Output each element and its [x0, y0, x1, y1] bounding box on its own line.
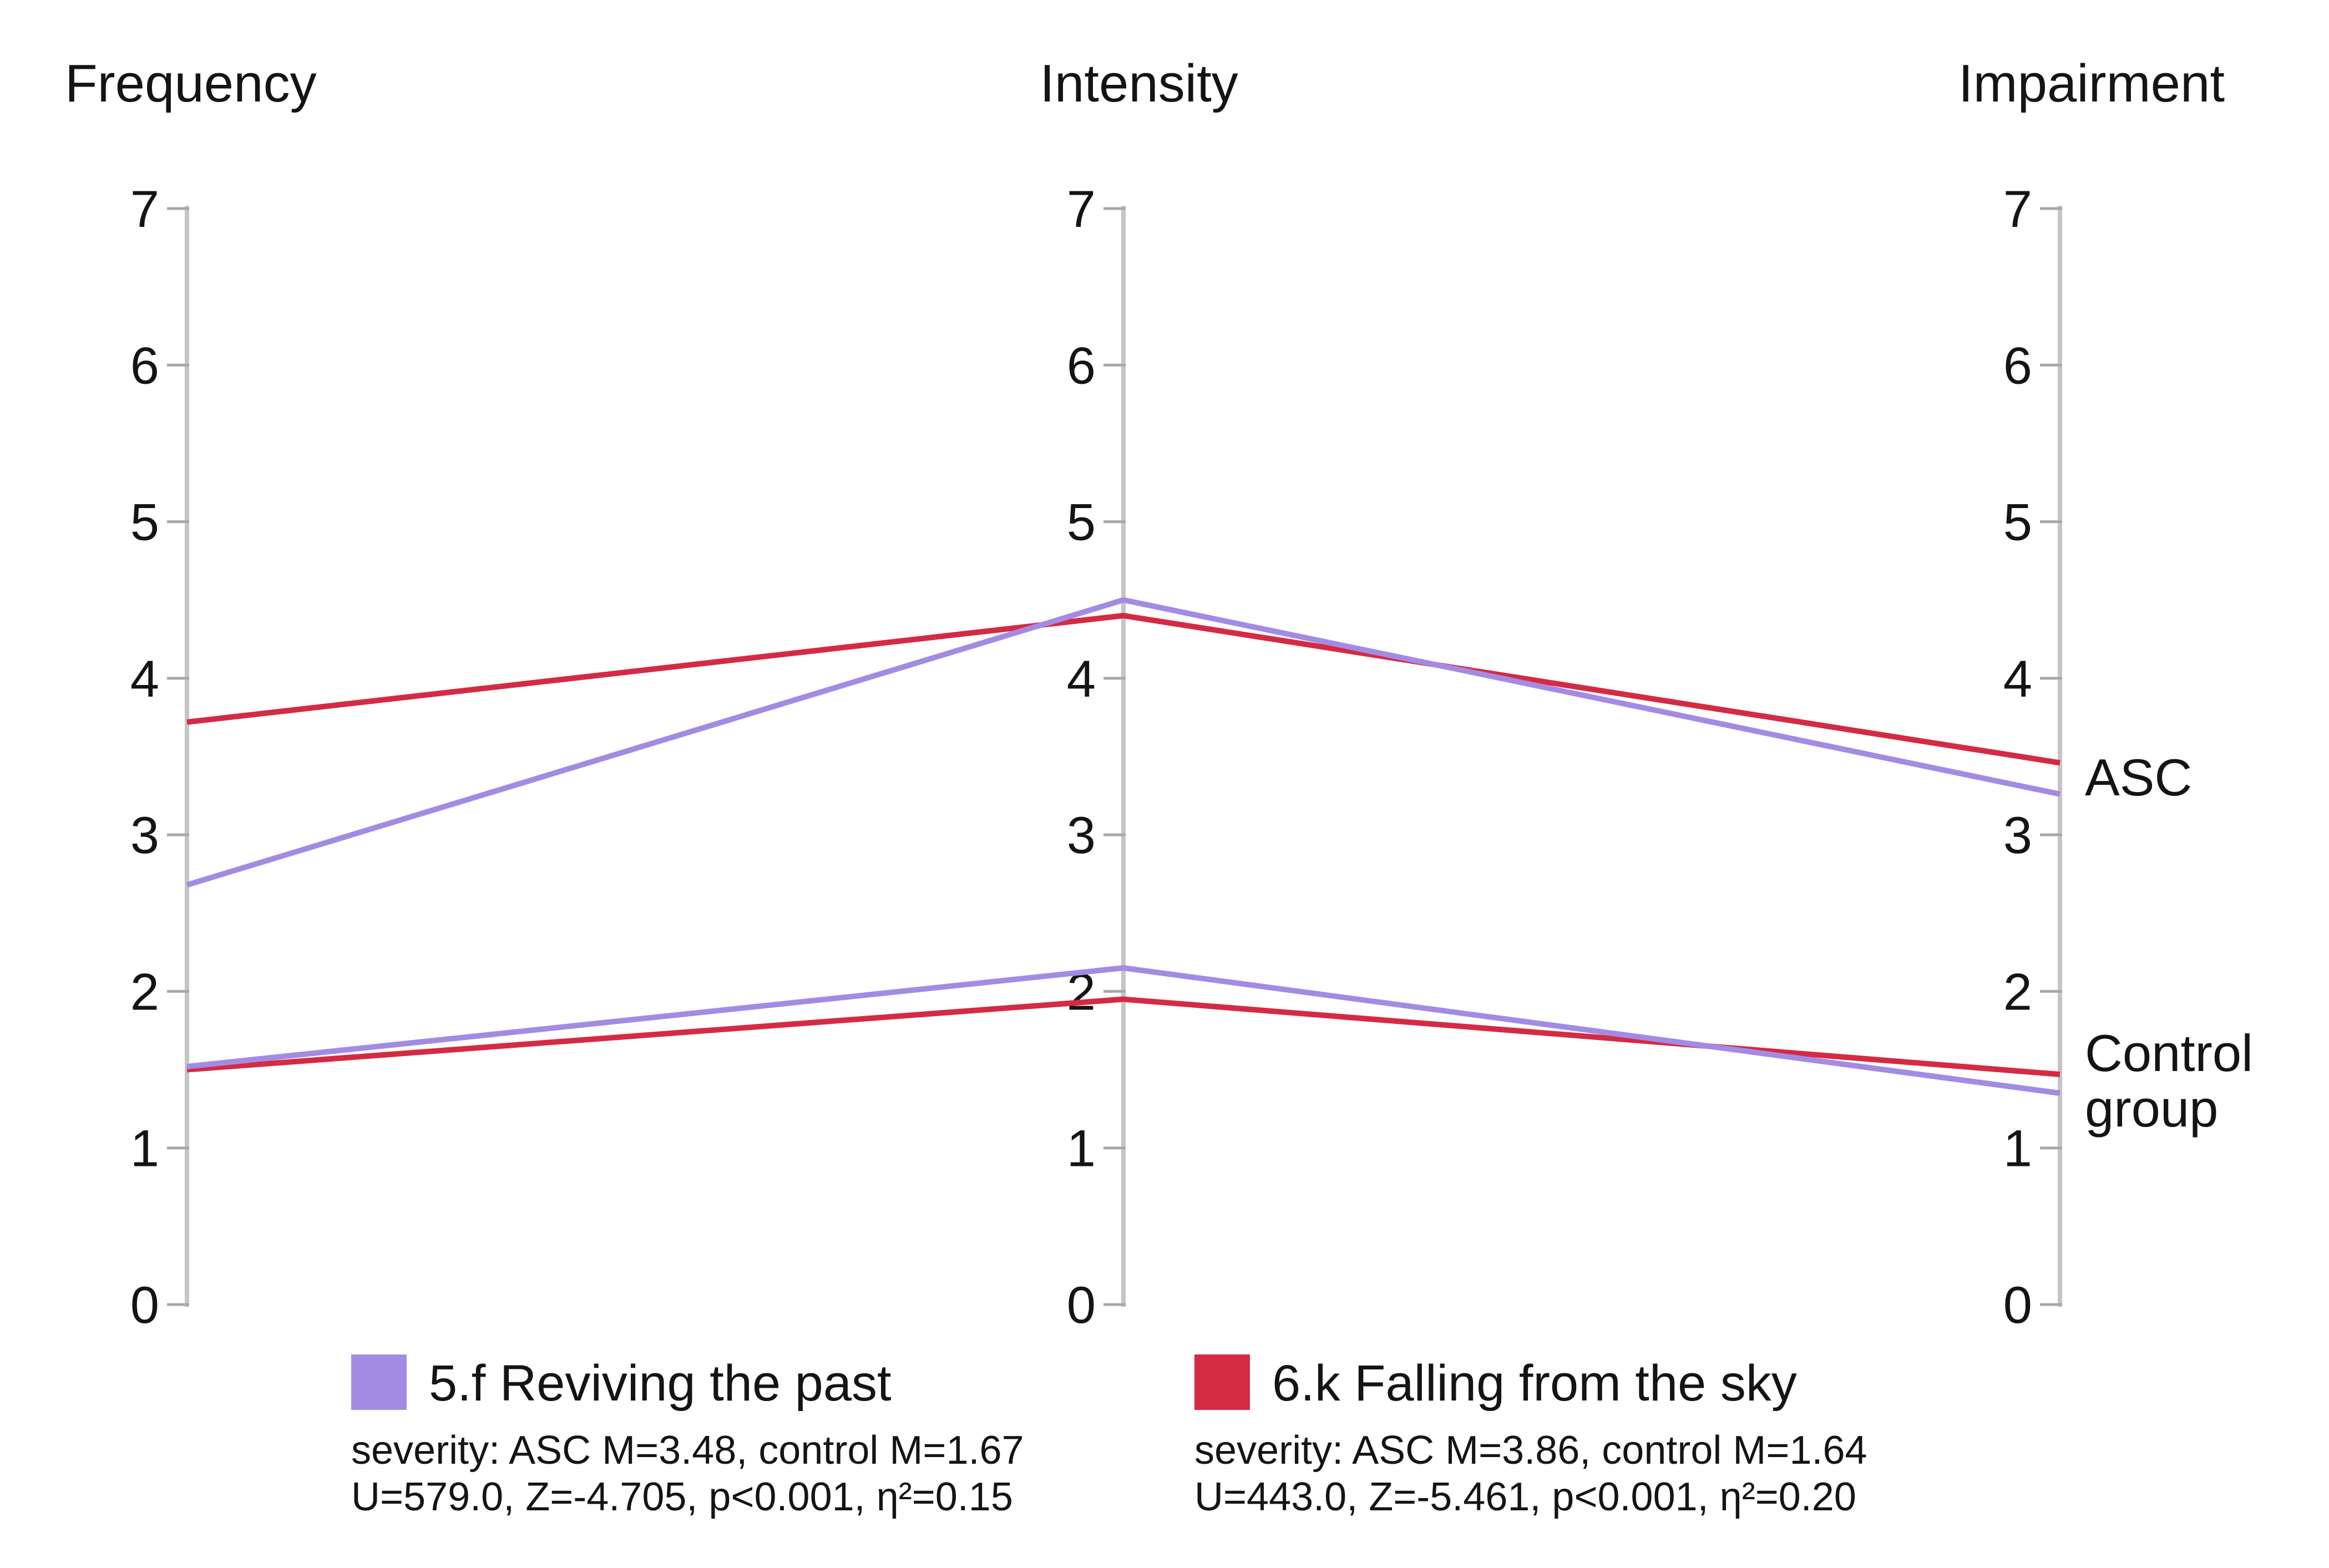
tick-label: 4 [2003, 649, 2032, 708]
tick-label: 4 [130, 649, 159, 708]
tick-label: 6 [130, 336, 159, 394]
axis-title-intensity: Intensity [1040, 54, 1238, 113]
tick-label: 3 [1067, 806, 1096, 864]
tick-label: 7 [2003, 180, 2032, 238]
axis-title-impairment: Impairment [1958, 54, 2225, 113]
tick-label: 0 [130, 1276, 159, 1334]
legend-stats-line2: U=579.0, Z=-4.705, p<0.001, η²=0.15 [351, 1475, 1013, 1519]
tick-label: 0 [1067, 1276, 1096, 1334]
tick-label: 7 [1067, 180, 1096, 238]
legend-swatch-purple [351, 1354, 407, 1410]
tick-label: 6 [1067, 336, 1096, 394]
legend-stats: severity: ASC M=3.48, control M=1.67 U=5… [351, 1427, 1024, 1520]
legend-stats-line1: severity: ASC M=3.86, control M=1.64 [1194, 1428, 1867, 1473]
tick-label: 1 [1067, 1119, 1096, 1178]
series-line [186, 612, 2060, 766]
tick-label: 5 [1067, 493, 1096, 551]
tick-label: 3 [130, 806, 159, 864]
group-label-asc: ASC [2085, 748, 2193, 806]
legend-title: 5.f Reviving the past [429, 1355, 892, 1412]
series-line [186, 965, 2060, 1096]
series-line [186, 597, 2061, 888]
tick-label: 1 [2003, 1119, 2032, 1178]
group-label-control: Control group [2085, 1024, 2254, 1138]
tick-label: 6 [2003, 336, 2032, 394]
legend-stats-line2: U=443.0, Z=-5.461, p<0.001, η²=0.20 [1194, 1475, 1856, 1519]
tick-label: 2 [2003, 962, 2032, 1021]
tick-label: 5 [130, 493, 159, 551]
legend-title: 6.k Falling from the sky [1272, 1355, 1797, 1412]
tick-label: 0 [2003, 1276, 2032, 1334]
tick-label: 2 [130, 962, 159, 1021]
legend-swatch-red [1194, 1354, 1250, 1410]
legend-stats-line1: severity: ASC M=3.48, control M=1.67 [351, 1428, 1024, 1473]
tick-label: 7 [130, 180, 159, 238]
legend-stats: severity: ASC M=3.86, control M=1.64 U=4… [1194, 1427, 1867, 1520]
tick-label: 3 [2003, 806, 2032, 864]
tick-label: 1 [130, 1119, 159, 1178]
tick-label: 4 [1067, 649, 1096, 708]
tick-label: 5 [2003, 493, 2032, 551]
axis-title-frequency: Frequency [65, 54, 317, 113]
